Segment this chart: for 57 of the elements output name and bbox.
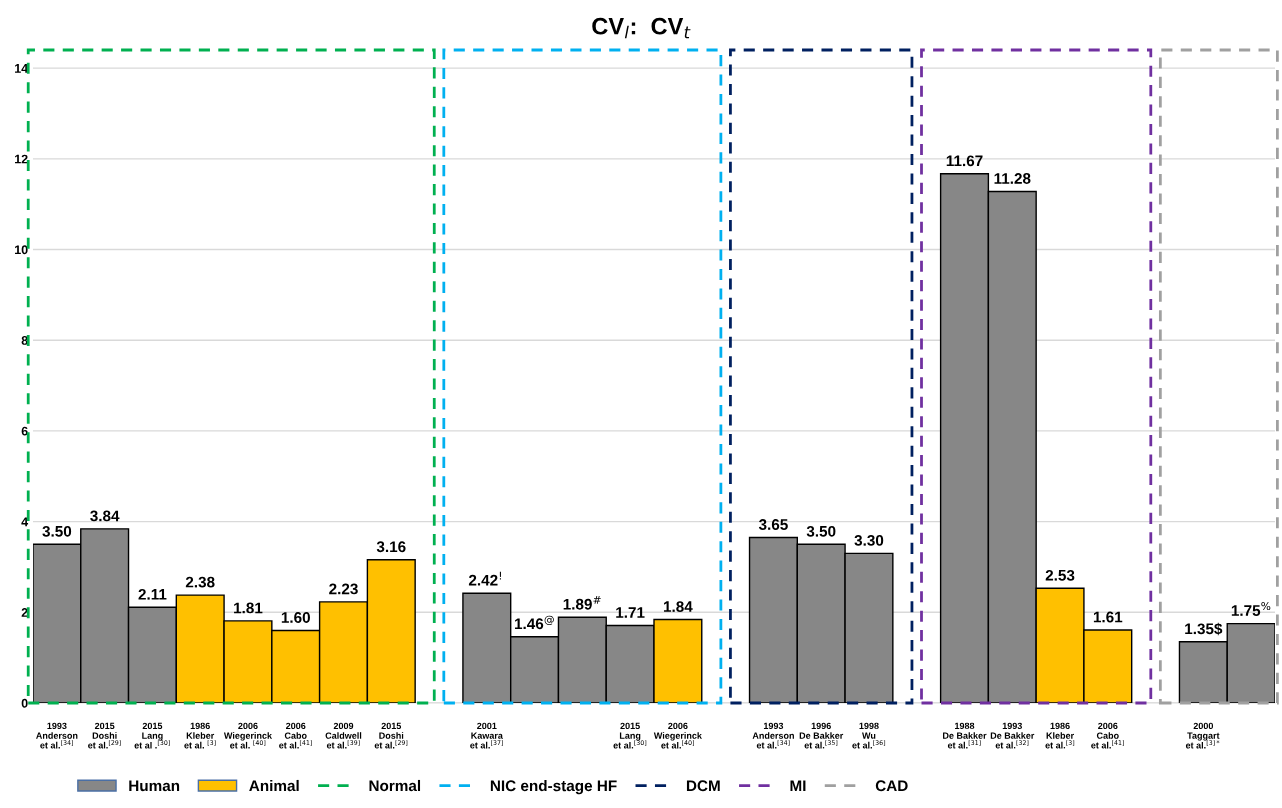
data-label: 1.84 [663,601,693,613]
x-tick-label: 1993 Anderson et al.$^{[34]}$ [36,722,78,749]
x-tick-label: 1996 De Bakker et al.$^{[35]}$ [799,722,844,749]
data-label: 1.35$ [1185,622,1223,636]
y-tick-label: 14 [15,64,29,73]
data-label: 3.30 [854,534,884,546]
data-label: 11.28 [994,173,1031,184]
text: DCM [686,780,720,792]
data-label: 1.61 [1093,611,1123,623]
text: NIC end-stage HF [490,779,617,795]
y-tick-label: 4 [21,517,29,527]
legend-label: Human [129,780,180,792]
x-tick-label: 2006 Wiegerinck et al.$^{[40]}$ [653,722,702,749]
x-tick-label: 1986 Kleber et al. $^{[3]}$ [184,722,216,749]
data-label: 11.67 [946,155,983,167]
x-tick-label: 1986 Kleber et al.$^{[3]}$ [1045,722,1075,749]
data-label: 2.11 [138,588,167,600]
data-label: 1.75$^{%}$ [1231,602,1271,616]
x-tick-label: 1998 Wu et al.$^{[36]}$ [852,722,886,749]
y-tick-label: 0 [21,698,28,708]
x-tick-label: 2006 Wiegerinck et al. $^{[40]}$ [223,722,273,749]
data-label: 1.46$^{@}$ [514,615,554,630]
x-tick-label: 2009 Caldwell et al.$^{[39]}$ [325,722,362,749]
x-tick-label: 1993 De Bakker et al.$^{[32]}$ [990,722,1035,749]
x-tick-label: 2015 Lang et al .$^{[30]}$ [134,722,170,749]
x-tick-label: 2015 Doshi et al.$^{[29]}$ [374,722,408,749]
data-label: 2.38 [185,576,215,588]
y-tick-label: 8 [21,336,28,345]
legend-label: Animal [249,779,299,792]
y-tick-label: 2 [21,608,28,617]
x-tick-label: 2006 Cabo et al.$^{[41]}$ [279,722,312,749]
data-label: 1.81 [234,602,263,614]
x-tick-label: 1993 Anderson et al.$^{[34]}$ [752,722,794,749]
data-label: 2.53 [1045,569,1075,581]
data-label: 1.89$^{#}$ [563,595,601,610]
text: Normal [369,779,421,792]
y-tick-label: 6 [21,426,28,436]
data-label: 1.60 [281,612,310,623]
data-label: 1.71 [616,607,645,618]
data-label: 2.23 [329,583,358,595]
data-label: 3.84 [90,510,120,522]
x-tick-label: 2015 Lang et al.$^{[30]}$ [613,722,647,749]
data-label: 3.65 [758,519,788,530]
x-tick-label: 2000 Taggart et al.$^{[3]*}$ [1185,722,1220,749]
data-label: 3.16 [376,541,406,553]
x-tick-label: 2001 Kawara et al.$^{[37]}$ [470,722,503,749]
text: CAD [875,780,908,792]
y-tick-label: 10 [15,245,28,255]
y-tick-label: 12 [15,154,28,164]
x-tick-label: 1988 De Bakker et al.$^{[31]}$ [943,722,987,749]
x-tick-label: 2015 Doshi et al.$^{[29]}$ [88,722,121,749]
x-tick-label: 2006 Cabo et al.$^{[41]}$ [1091,722,1124,749]
chart-title: CV$_{l}$: CV$_{t}$ [592,17,691,39]
text: MI [790,780,806,792]
data-label: 2.42$^{!}$ [468,571,501,586]
data-label: 3.50 [806,525,836,537]
data-label: 3.50 [42,525,72,537]
